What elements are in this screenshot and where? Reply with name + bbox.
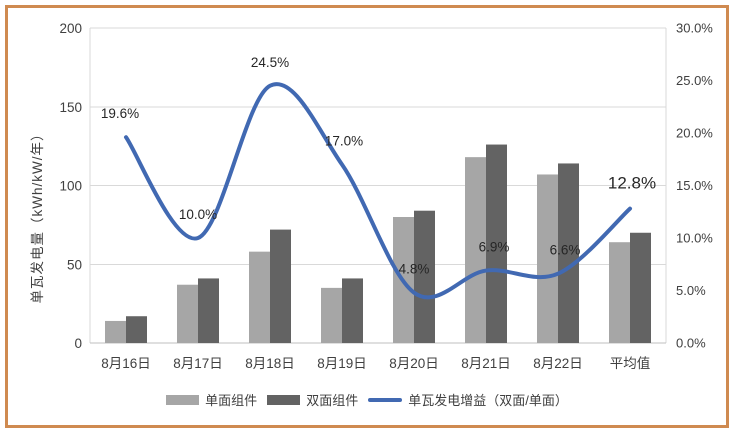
left-axis-tick-label: 100	[59, 179, 82, 194]
line-data-label: 6.6%	[550, 243, 581, 258]
legend-label-gain-line: 单瓦发电增益（双面/单面）	[408, 393, 568, 408]
bar-single-module	[465, 157, 486, 343]
line-data-label: 19.6%	[101, 106, 139, 121]
legend-item-double: 双面组件	[267, 390, 358, 409]
right-axis-tick-label: 10.0%	[676, 231, 713, 246]
legend-label-single: 单面组件	[205, 393, 258, 408]
left-axis-tick-label: 50	[67, 257, 82, 272]
x-axis-label: 8月19日	[317, 356, 367, 371]
right-axis-tick-label: 30.0%	[676, 21, 713, 36]
bar-single-module	[321, 287, 342, 343]
line-data-label: 24.5%	[251, 55, 289, 70]
x-axis-label: 8月22日	[533, 356, 583, 371]
left-axis-tick-label: 150	[59, 100, 82, 115]
double-module-swatch-icon	[267, 394, 301, 405]
bar-single-module	[249, 251, 270, 343]
bar-double-module	[270, 229, 291, 343]
bar-double-module	[342, 278, 363, 343]
left-axis-tick-label: 200	[59, 21, 82, 36]
bar-single-module	[177, 284, 198, 343]
bar-double-module	[414, 210, 435, 343]
bar-double-module	[630, 232, 651, 343]
bar-double-module	[558, 163, 579, 343]
right-axis-tick-label: 0.0%	[676, 336, 706, 351]
single-module-swatch-icon	[166, 394, 200, 405]
legend-item-gain-line: 单瓦发电增益（双面/单面）	[368, 390, 568, 409]
x-axis-label: 平均值	[610, 356, 651, 371]
bar-single-module	[609, 242, 630, 343]
legend-item-single: 单面组件	[166, 390, 257, 409]
line-data-label: 17.0%	[325, 134, 363, 149]
line-data-label: 4.8%	[399, 262, 430, 277]
x-axis-label: 8月16日	[101, 356, 151, 371]
bar-single-module	[537, 174, 558, 343]
bar-double-module	[198, 278, 219, 343]
gain-line-swatch-icon	[368, 397, 403, 402]
right-axis-tick-label: 5.0%	[676, 283, 706, 298]
line-data-label: 12.8%	[608, 174, 656, 193]
bar-single-module	[105, 320, 126, 343]
right-axis-tick-label: 20.0%	[676, 126, 713, 141]
x-axis-label: 8月18日	[245, 356, 295, 371]
bar-double-module	[126, 316, 147, 343]
right-axis-tick-label: 15.0%	[676, 178, 713, 193]
legend-label-double: 双面组件	[306, 393, 359, 408]
x-axis-label: 8月17日	[173, 356, 223, 371]
line-data-label: 6.9%	[479, 240, 510, 255]
x-axis-label: 8月21日	[461, 356, 511, 371]
bar-double-module	[486, 144, 507, 343]
left-axis-title: 单瓦发电量（kWh/kW/年）	[30, 126, 45, 304]
line-data-label: 10.0%	[179, 207, 217, 222]
left-axis-tick-label: 0	[74, 336, 82, 351]
x-axis-label: 8月20日	[389, 356, 439, 371]
gain-line	[124, 82, 632, 300]
right-axis-tick-label: 25.0%	[676, 73, 713, 88]
chart-legend: 单面组件 双面组件 单瓦发电增益（双面/单面）	[0, 390, 734, 409]
